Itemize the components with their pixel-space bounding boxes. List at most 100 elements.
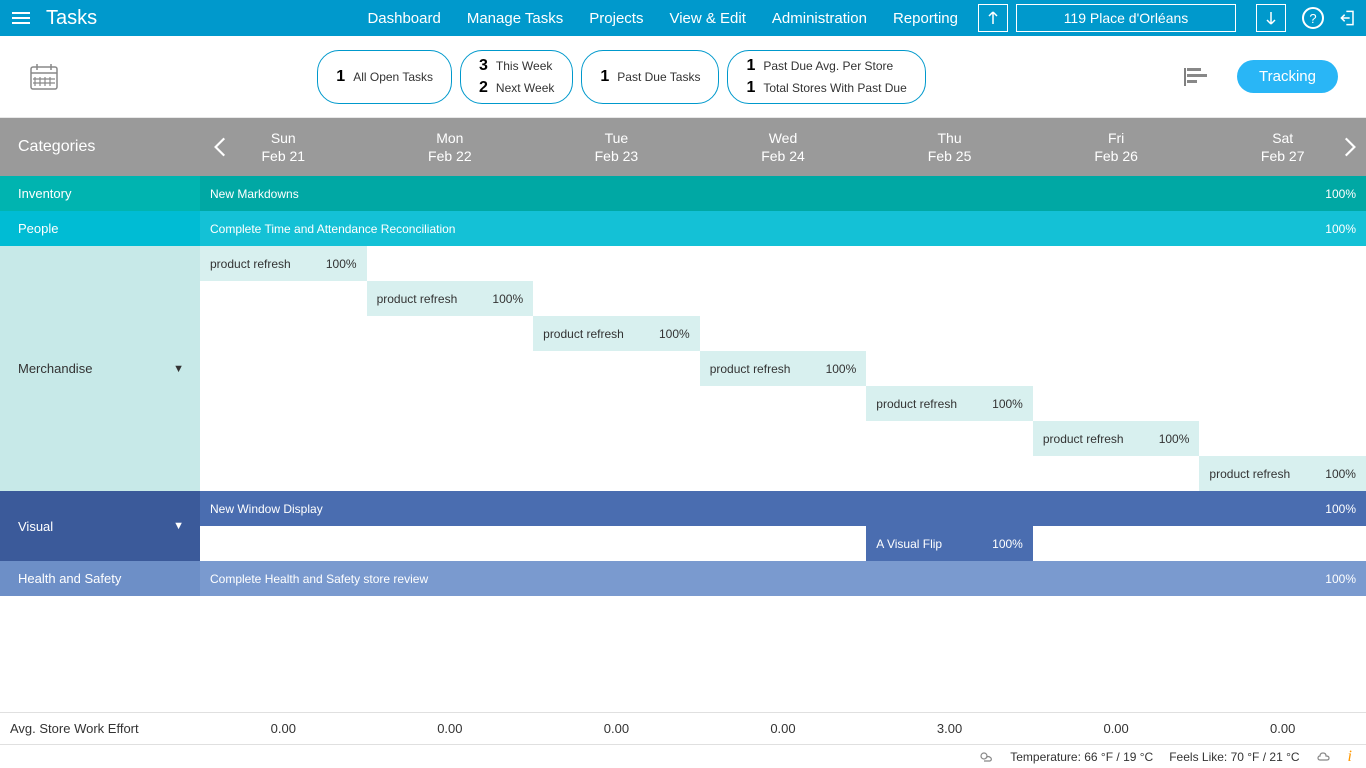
- category-label-visual[interactable]: Visual▼: [0, 491, 200, 561]
- task-bar-label: product refresh: [1209, 467, 1290, 481]
- location-next-button[interactable]: [1256, 4, 1286, 32]
- task-bar[interactable]: product refresh 100%: [700, 351, 867, 386]
- summary-pill-count: 1: [600, 68, 609, 86]
- task-bar-label: product refresh: [377, 292, 458, 306]
- task-bar[interactable]: Complete Health and Safety store review 1…: [200, 561, 1366, 596]
- task-bar-percent: 100%: [1325, 467, 1356, 481]
- task-bar-label: product refresh: [876, 397, 957, 411]
- task-bar[interactable]: New Markdowns 100%: [200, 176, 1366, 211]
- task-bar[interactable]: product refresh100%: [866, 386, 1033, 421]
- feels-like-label: Feels Like: 70 °F / 21 °C: [1169, 750, 1299, 764]
- task-bar[interactable]: product refresh100%: [200, 246, 367, 281]
- task-bar-label: Complete Time and Attendance Reconciliat…: [210, 222, 455, 236]
- category-label-people: People: [0, 211, 200, 246]
- summary-pill-label: All Open Tasks: [353, 70, 433, 84]
- collapse-icon[interactable]: ▼: [173, 363, 184, 375]
- category-row-people: People Complete Time and Attendance Recon…: [0, 211, 1366, 246]
- help-icon[interactable]: ?: [1302, 7, 1324, 29]
- categories-header: Categories: [0, 138, 200, 156]
- nav-dashboard[interactable]: Dashboard: [367, 10, 440, 27]
- task-bar[interactable]: product refresh 100%: [1033, 421, 1200, 456]
- effort-value: 0.00: [200, 721, 367, 736]
- day-header: ThuFeb 25: [866, 129, 1033, 165]
- effort-label: Avg. Store Work Effort: [0, 721, 200, 736]
- task-bar-percent: 100%: [1159, 432, 1190, 446]
- day-header: TueFeb 23: [533, 129, 700, 165]
- category-row-merchandise: Merchandise▼ product refresh 100% product r…: [0, 246, 1366, 491]
- menu-icon[interactable]: [8, 8, 34, 28]
- summary-pill[interactable]: 3 This Week 2 Next Week: [460, 50, 573, 104]
- summary-pill-label: Past Due Avg. Per Store: [763, 59, 893, 73]
- task-bar-label: product refresh: [543, 327, 624, 341]
- summary-pill-count: 2: [479, 79, 488, 97]
- task-bar-percent: 100%: [1325, 187, 1356, 201]
- collapse-icon[interactable]: ▼: [173, 520, 184, 532]
- task-bar-percent: 100%: [1325, 222, 1356, 236]
- task-area: Complete Time and Attendance Reconciliat…: [200, 211, 1366, 246]
- summary-pill[interactable]: 1 All Open Tasks: [317, 50, 452, 104]
- task-bar-label: A Visual Flip: [876, 537, 942, 551]
- task-bar[interactable]: product refresh 100%: [1199, 456, 1366, 491]
- temperature-label: Temperature: 66 °F / 19 °C: [1010, 750, 1153, 764]
- task-bar-label: New Markdowns: [210, 187, 299, 201]
- nav-reporting[interactable]: Reporting: [893, 10, 958, 27]
- summary-pill-count: 3: [479, 57, 488, 75]
- task-bar[interactable]: Complete Time and Attendance Reconciliat…: [200, 211, 1366, 246]
- category-label-inventory: Inventory: [0, 176, 200, 211]
- task-bar[interactable]: product refresh 100%: [533, 316, 700, 351]
- app-title: Tasks: [46, 7, 97, 30]
- calendar-icon[interactable]: [28, 61, 60, 93]
- category-row-hs: Health and SafetyComplete Health and Saf…: [0, 561, 1366, 596]
- nav-view-edit[interactable]: View & Edit: [669, 10, 745, 27]
- summary-pill[interactable]: 1Past Due Avg. Per Store1Total Stores Wi…: [727, 50, 925, 104]
- top-bar: Tasks Dashboard Manage Tasks Projects Vi…: [0, 0, 1366, 36]
- day-header: MonFeb 22: [367, 129, 534, 165]
- summary-pill-count: 1: [746, 79, 755, 97]
- category-label-merchandise[interactable]: Merchandise▼: [0, 246, 200, 491]
- nav-administration[interactable]: Administration: [772, 10, 867, 27]
- category-row-visual: Visual▼New Window Display100%A Visual Fl…: [0, 491, 1366, 561]
- nav-manage-tasks[interactable]: Manage Tasks: [467, 10, 563, 27]
- task-bar-percent: 100%: [992, 537, 1023, 551]
- task-bar-percent: 100%: [1325, 502, 1356, 516]
- gantt-icon[interactable]: [1183, 66, 1211, 88]
- effort-value: 3.00: [866, 721, 1033, 736]
- category-row-inventory: Inventory New Markdowns 100%: [0, 176, 1366, 211]
- location-selector[interactable]: 119 Place d'Orléans: [1016, 4, 1236, 32]
- summary-pill[interactable]: 1 Past Due Tasks: [581, 50, 719, 104]
- tracking-button[interactable]: Tracking: [1237, 60, 1338, 93]
- effort-value: 0.00: [533, 721, 700, 736]
- top-nav: Dashboard Manage Tasks Projects View & E…: [367, 10, 958, 27]
- week-next-icon[interactable]: [1336, 134, 1362, 160]
- info-icon[interactable]: i: [1348, 748, 1352, 766]
- task-bar-percent: 100%: [826, 362, 857, 376]
- task-bar-label: product refresh: [1043, 432, 1124, 446]
- calendar-body: Inventory New Markdowns 100% People Complete…: [0, 176, 1366, 596]
- nav-projects[interactable]: Projects: [589, 10, 643, 27]
- task-area: New Window Display 100% A Visual Flip 100%: [200, 491, 1366, 561]
- summary-pill-label: Past Due Tasks: [617, 70, 700, 84]
- effort-value: 0.00: [367, 721, 534, 736]
- location-prev-button[interactable]: [978, 4, 1008, 32]
- status-bar: Temperature: 66 °F / 19 °C Feels Like: 7…: [0, 744, 1366, 768]
- task-bar[interactable]: New Window Display 100%: [200, 491, 1366, 526]
- task-bar[interactable]: product refresh100%: [367, 281, 534, 316]
- logout-icon[interactable]: [1338, 8, 1358, 28]
- effort-value: 0.00: [1199, 721, 1366, 736]
- task-bar-label: Complete Health and Safety store review: [210, 572, 428, 586]
- category-label-hs: Health and Safety: [0, 561, 200, 596]
- day-header: WedFeb 24: [700, 129, 867, 165]
- summary-pill-label: This Week: [496, 59, 552, 73]
- week-prev-icon[interactable]: [208, 134, 234, 160]
- task-bar-percent: 100%: [659, 327, 690, 341]
- summary-pill-count: 1: [336, 68, 345, 86]
- summary-pill-label: Next Week: [496, 81, 554, 95]
- task-bar-label: product refresh: [710, 362, 791, 376]
- cloud-icon: [1316, 749, 1332, 765]
- task-bar-percent: 100%: [1325, 572, 1356, 586]
- calendar-header: Categories SunFeb 21 MonFeb 22 TueFeb 23…: [0, 118, 1366, 176]
- task-bar-label: New Window Display: [210, 502, 323, 516]
- task-bar[interactable]: A Visual Flip 100%: [866, 526, 1033, 561]
- task-bar-label: product refresh: [210, 257, 291, 271]
- effort-value: 0.00: [1033, 721, 1200, 736]
